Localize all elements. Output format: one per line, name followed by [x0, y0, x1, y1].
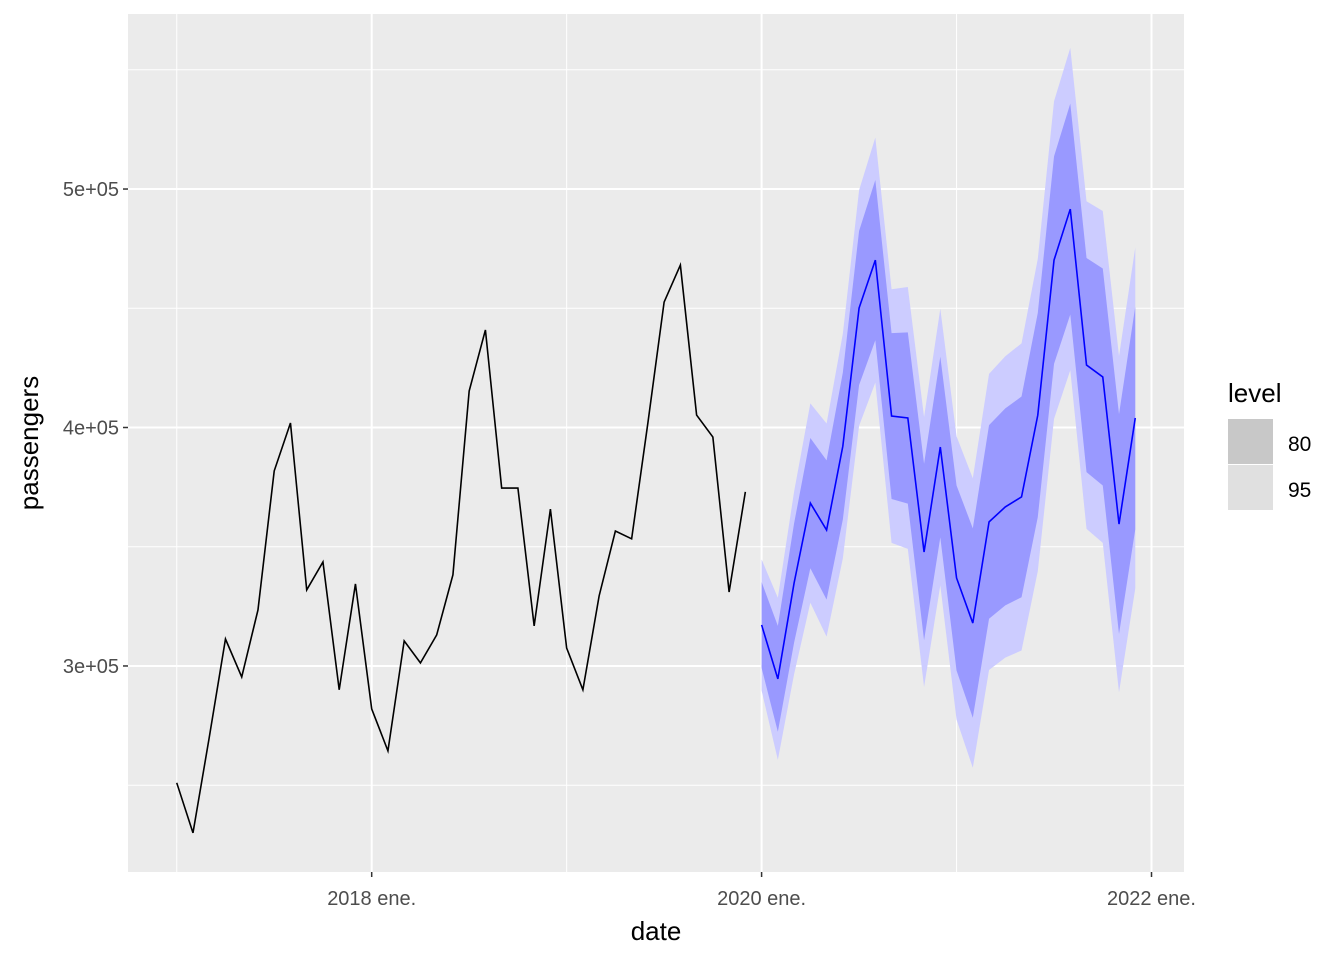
- legend: level 80 95: [1228, 378, 1311, 510]
- grid: [128, 14, 1184, 872]
- legend-title: level: [1228, 378, 1281, 408]
- legend-label-95: 95: [1288, 479, 1311, 502]
- forecast-mean-line: [760, 208, 1137, 680]
- band-95: [761, 47, 1136, 768]
- x-tick-label: 2018 ene.: [327, 888, 416, 910]
- band-80: [761, 103, 1136, 732]
- x-axis-title: date: [631, 916, 682, 946]
- x-tick-label: 2020 ene.: [717, 888, 806, 910]
- y-tick-label: 3e+05: [63, 656, 119, 678]
- legend-key-80: [1228, 419, 1273, 464]
- y-axis-title: passengers: [14, 376, 44, 510]
- x-tick-label: 2022 ene.: [1107, 888, 1196, 910]
- y-tick-label: 5e+05: [63, 179, 119, 201]
- prediction-bands: [761, 47, 1136, 768]
- legend-key-95: [1228, 465, 1273, 510]
- y-tick-label: 4e+05: [63, 417, 119, 439]
- series-lines: [175, 208, 1137, 834]
- axis-ticks: 3e+05 4e+05 5e+05 2018 ene. 2020 ene. 2022 en…: [63, 179, 1196, 910]
- history-line: [175, 262, 747, 834]
- legend-label-80: 80: [1288, 433, 1311, 456]
